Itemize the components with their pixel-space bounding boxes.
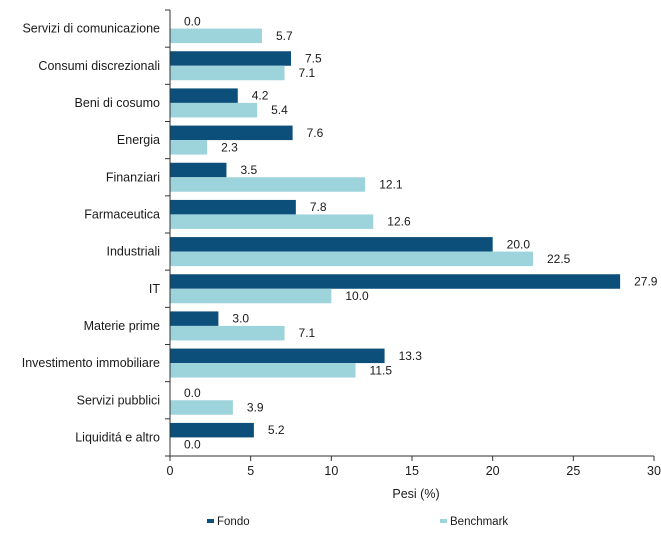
legend: Fondo Benchmark [207, 516, 508, 528]
bar-fondo-materie-prime [170, 311, 219, 326]
data-label-fondo-it: 27.9 [634, 275, 658, 289]
data-label-benchmark-liquidita-e-altro: 0.0 [184, 438, 201, 452]
x-tick-label: 0 [167, 464, 174, 478]
legend-swatch-benchmark [440, 519, 447, 523]
data-label-fondo-industriali: 20.0 [507, 237, 531, 251]
category-label-farmaceutica: Farmaceutica [84, 207, 160, 221]
bar-benchmark-energia [170, 140, 208, 155]
data-label-fondo-energia: 7.6 [307, 126, 324, 140]
bar-benchmark-it [170, 288, 332, 304]
bar-benchmark-consumi-discrezionali [170, 65, 285, 81]
x-tick-label: 20 [486, 464, 500, 478]
data-label-benchmark-energia: 2.3 [221, 140, 238, 154]
data-label-fondo-liquidita-e-altro: 5.2 [268, 423, 285, 437]
legend-label-benchmark: Benchmark [450, 516, 508, 528]
category-label-it: IT [149, 282, 160, 296]
data-label-fondo-investimento-immobiliare: 13.3 [399, 349, 423, 363]
bars-layer [170, 28, 621, 438]
bar-fondo-liquidita-e-altro [170, 422, 254, 438]
x-tick-label: 10 [324, 464, 338, 478]
bar-benchmark-materie-prime [170, 325, 285, 341]
data-label-benchmark-consumi-discrezionali: 7.1 [299, 66, 316, 80]
bar-benchmark-farmaceutica [170, 214, 374, 229]
data-label-fondo-servizi-pubblici: 0.0 [184, 386, 201, 400]
bar-fondo-it [170, 274, 621, 289]
x-tick-label: 30 [647, 464, 661, 478]
category-label-finanziari: Finanziari [106, 170, 160, 184]
bar-benchmark-investimento-immobiliare [170, 363, 356, 378]
data-label-benchmark-industriali: 22.5 [547, 252, 571, 266]
data-label-benchmark-farmaceutica: 12.6 [387, 215, 411, 229]
bar-fondo-consumi-discrezionali [170, 51, 291, 66]
data-label-fondo-beni-di-cosumo: 4.2 [252, 89, 269, 103]
x-axis-title: Pesi (%) [392, 487, 439, 501]
category-label-energia: Energia [117, 133, 160, 147]
category-label-industriali: Industriali [107, 245, 161, 259]
legend-swatch-fondo [207, 519, 214, 523]
bar-fondo-energia [170, 125, 293, 141]
bar-benchmark-beni-di-cosumo [170, 102, 258, 118]
legend-label-fondo: Fondo [217, 516, 250, 528]
category-label-investimento-immobiliare: Investimento immobiliare [22, 356, 160, 370]
bar-fondo-farmaceutica [170, 199, 296, 215]
category-label-consumi-discrezionali: Consumi discrezionali [38, 59, 160, 73]
data-label-fondo-consumi-discrezionali: 7.5 [305, 52, 322, 66]
data-label-benchmark-it: 10.0 [345, 289, 369, 303]
data-label-benchmark-materie-prime: 7.1 [299, 326, 316, 340]
labels-layer: 0 5 10 15 20 25 30 Servizi di comunicazione 0.0 5… [22, 9, 661, 478]
category-label-servizi-pubblici: Servizi pubblici [77, 393, 160, 407]
x-tick-label: 25 [566, 464, 580, 478]
bar-benchmark-industriali [170, 251, 533, 267]
bar-benchmark-servizi-pubblici [170, 400, 233, 415]
category-label-servizi-di-comunicazione: Servizi di comunicazione [22, 22, 160, 36]
bar-benchmark-servizi-di-comunicazione [170, 28, 262, 44]
bar-fondo-beni-di-cosumo [170, 88, 238, 103]
data-label-fondo-farmaceutica: 7.8 [310, 200, 327, 214]
data-label-fondo-finanziari: 3.5 [240, 163, 257, 177]
data-label-benchmark-beni-di-cosumo: 5.4 [271, 103, 288, 117]
data-label-benchmark-servizi-di-comunicazione: 5.7 [276, 29, 293, 43]
category-label-beni-di-cosumo: Beni di cosumo [75, 96, 161, 110]
bar-fondo-industriali [170, 237, 493, 252]
data-label-benchmark-finanziari: 12.1 [379, 178, 403, 192]
data-label-benchmark-investimento-immobiliare: 11.5 [370, 363, 393, 377]
data-label-fondo-servizi-di-comunicazione: 0.0 [184, 14, 201, 28]
data-label-benchmark-servizi-pubblici: 3.9 [247, 401, 264, 415]
data-label-fondo-materie-prime: 3.0 [232, 312, 249, 326]
bar-fondo-finanziari [170, 162, 227, 178]
bar-fondo-investimento-immobiliare [170, 348, 385, 364]
category-label-liquidita-e-altro: Liquiditá e altro [75, 430, 160, 444]
x-tick-label: 5 [247, 464, 254, 478]
category-label-materie-prime: Materie prime [84, 319, 160, 333]
bar-benchmark-finanziari [170, 177, 366, 192]
x-tick-label: 15 [405, 464, 419, 478]
